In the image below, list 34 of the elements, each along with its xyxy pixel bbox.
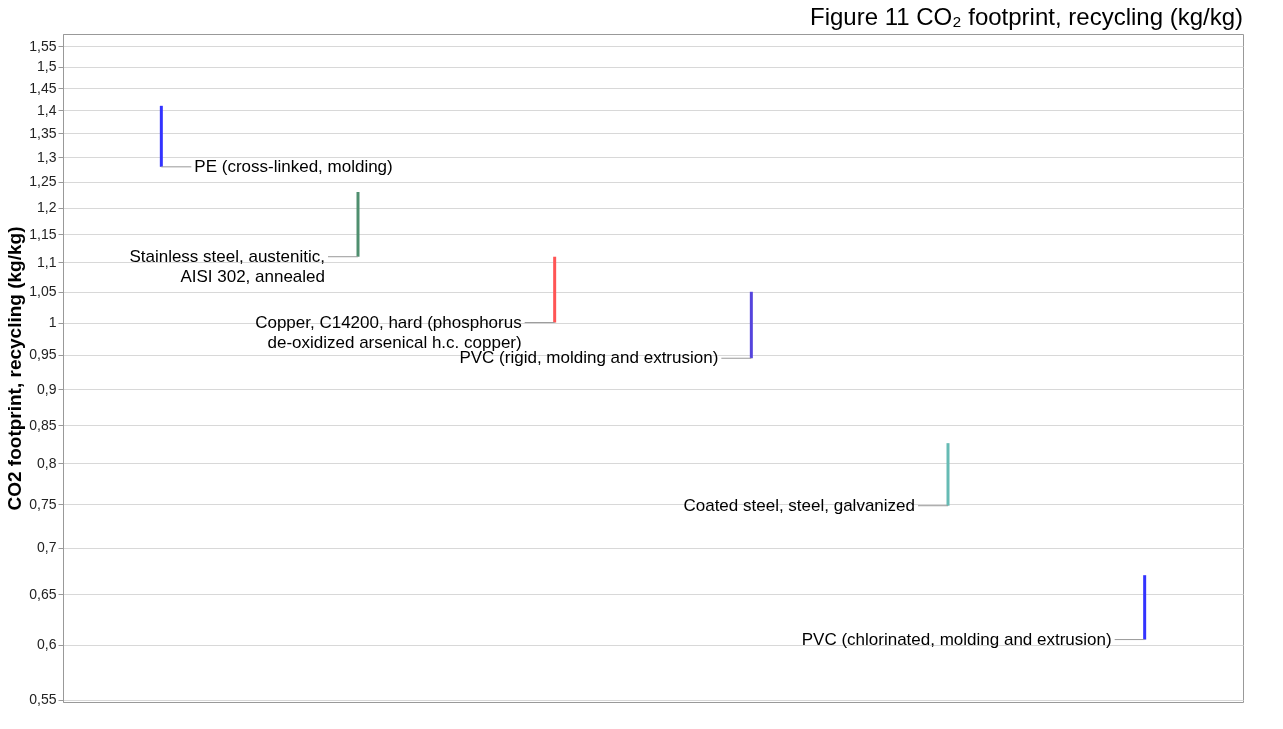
y-tick-label: 1,05 [29, 283, 57, 300]
y-tick-label: 1,25 [29, 173, 57, 190]
y-tick-label: 1,45 [29, 79, 57, 96]
y-tick-label: 1 [48, 314, 57, 331]
y-tick-label: 0,8 [37, 454, 57, 471]
y-axis-title: CO2 footprint, recycling (kg/kg) [4, 226, 26, 511]
bar [749, 291, 753, 359]
y-tick-label: 1,55 [29, 37, 57, 54]
bar [356, 191, 360, 257]
y-tick-label: 0,7 [37, 539, 57, 556]
chart-title: Figure 11 CO₂ footprint, recycling (kg/kg) [809, 3, 1243, 30]
y-tick-label: 1,5 [37, 58, 57, 75]
bar [159, 105, 163, 167]
y-tick-label: 0,75 [29, 495, 57, 512]
bar [1143, 575, 1147, 640]
y-tick-label: 0,85 [29, 416, 57, 433]
y-tick-label: 0,95 [29, 346, 57, 363]
y-tick-label: 1,15 [29, 225, 57, 242]
y-tick-label: 0,65 [29, 585, 57, 602]
y-tick-label: 1,1 [37, 253, 57, 270]
y-tick-label: 1,2 [37, 199, 57, 216]
annotation: Stainless steel, austenitic, AISI 302, annealed [129, 246, 325, 286]
y-tick-label: 0,6 [37, 636, 57, 653]
bar [946, 443, 950, 506]
y-tick-label: 0,9 [37, 380, 57, 397]
y-tick-label: 1,4 [37, 101, 57, 118]
bar [553, 256, 557, 323]
annotation: Copper, C14200, hard (phosphorus de-oxidized arsenical h.c. copper) [255, 312, 522, 352]
annotation: Coated steel, steel, galvanized [683, 495, 915, 515]
annotation: PE (cross-linked, molding) [194, 156, 393, 176]
annotation: PVC (chlorinated, molding and extrusion) [801, 629, 1112, 649]
y-tick-label: 0,55 [29, 691, 57, 708]
y-tick-label: 1,35 [29, 124, 57, 141]
y-tick-label: 1,3 [37, 148, 57, 165]
